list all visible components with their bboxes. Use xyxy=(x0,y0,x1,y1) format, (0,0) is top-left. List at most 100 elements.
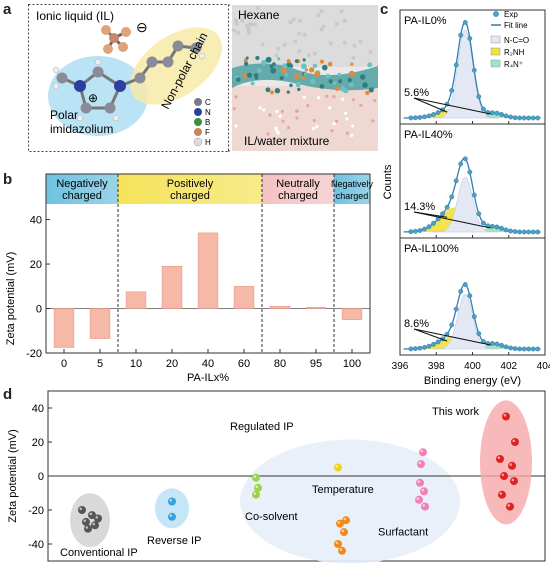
hexane-dot xyxy=(319,9,324,14)
hexane-dot xyxy=(368,49,373,54)
x-tick-label: 100 xyxy=(343,358,361,370)
hexane-dot xyxy=(234,21,239,26)
legend-label: N-C=O xyxy=(504,36,529,45)
water-dot xyxy=(312,118,316,122)
scatter-point xyxy=(496,455,504,463)
bar xyxy=(269,305,291,309)
scatter-point xyxy=(508,461,516,470)
y-tick-label: 40 xyxy=(30,215,42,227)
panel-a-figure: Ionic liquid (IL) ⊖ xyxy=(28,4,378,152)
legend-exp-marker xyxy=(493,11,499,17)
hexane-dot xyxy=(358,39,363,44)
molecule-dot xyxy=(312,63,318,68)
water-dot xyxy=(332,122,336,126)
exp-point xyxy=(530,346,536,352)
molecule-dot xyxy=(343,88,349,94)
charge-band xyxy=(262,174,334,204)
molecule-dot xyxy=(284,73,289,77)
molecule-dot xyxy=(297,87,301,92)
molecule-dot xyxy=(362,82,368,88)
exp-point xyxy=(526,229,532,235)
regulated-ip-label: Regulated IP xyxy=(230,421,294,433)
atom-legend: C N B F H xyxy=(193,98,211,147)
bar xyxy=(197,232,219,309)
charge-band-label: charged xyxy=(62,190,102,202)
molecule-dot xyxy=(347,77,352,83)
y-axis-label: Zeta potential (mV) xyxy=(5,252,17,346)
pointer-line xyxy=(413,97,491,115)
water-dot xyxy=(345,131,349,135)
charge-band xyxy=(118,174,262,204)
exp-point xyxy=(530,229,536,235)
exp-point xyxy=(413,115,418,121)
scatter-point xyxy=(334,463,342,472)
molecule-dot xyxy=(255,55,260,61)
exp-point xyxy=(467,169,473,175)
molecule-dot xyxy=(368,87,374,93)
exp-point xyxy=(471,67,477,73)
exp-point xyxy=(426,343,432,349)
scatter-point xyxy=(500,472,508,480)
legend-exp-label: Exp xyxy=(504,10,518,19)
water-dot xyxy=(275,109,279,114)
y-axis-label: Zeta potential (mV) xyxy=(7,429,19,523)
x-tick-label: 5 xyxy=(97,358,103,370)
molecule-dot xyxy=(265,87,271,93)
hexane-dot xyxy=(252,22,257,27)
scatter-point xyxy=(338,546,346,555)
molecule-dot xyxy=(365,90,370,96)
x-axis-label: PA-ILx% xyxy=(187,372,229,383)
legend-swatch xyxy=(490,59,501,68)
pointer-line xyxy=(413,211,491,229)
bar xyxy=(161,265,183,309)
hexane-dot xyxy=(342,40,347,45)
hexane-dot xyxy=(328,41,333,46)
exp-point xyxy=(408,346,414,352)
molecule-dot xyxy=(309,67,315,73)
exp-point xyxy=(481,106,486,112)
hexane-dot xyxy=(255,6,260,11)
molecule-dot xyxy=(269,64,274,69)
conventional-ip-halo xyxy=(70,493,110,548)
molecule-dot xyxy=(294,73,300,79)
x-tick-label: 80 xyxy=(274,358,286,370)
hexane-dot xyxy=(352,43,357,48)
molecule-dot xyxy=(246,72,253,78)
bar xyxy=(53,308,75,348)
hexane-dot xyxy=(321,24,326,29)
exp-point xyxy=(503,113,509,119)
hexane-dot xyxy=(297,31,302,36)
molecule-dot xyxy=(250,81,255,86)
water-dot xyxy=(295,116,299,120)
molecule-dot xyxy=(359,74,366,80)
exp-point xyxy=(426,224,432,230)
hexane-dot xyxy=(293,39,298,44)
water-dot xyxy=(258,106,262,110)
exp-point xyxy=(508,345,514,351)
scatter-point xyxy=(252,490,260,499)
molecule-dot xyxy=(332,81,337,85)
hexane-dot xyxy=(313,51,317,56)
exp-point xyxy=(449,322,455,328)
hexane-dot xyxy=(298,18,302,23)
bar xyxy=(233,285,255,309)
exp-point xyxy=(408,229,414,235)
plus-charge-icon: ⊕ xyxy=(88,91,98,105)
molecule-dot xyxy=(281,67,287,74)
xps-frame xyxy=(399,123,546,239)
water-dot xyxy=(332,95,336,99)
exp-point xyxy=(535,115,541,121)
exp-point xyxy=(462,156,468,162)
hexane-dot xyxy=(233,18,238,23)
hexane-dot xyxy=(236,30,241,35)
exp-point xyxy=(490,223,495,229)
y-tick-label: -40 xyxy=(28,539,44,551)
molecule-dot xyxy=(277,57,281,61)
exp-point xyxy=(530,115,536,121)
scatter-point xyxy=(415,495,423,504)
exp-point xyxy=(458,288,464,294)
molecule-dot xyxy=(348,82,354,88)
molecule-dot xyxy=(235,77,241,82)
exp-point xyxy=(494,224,500,230)
hexane-dot xyxy=(319,27,324,32)
